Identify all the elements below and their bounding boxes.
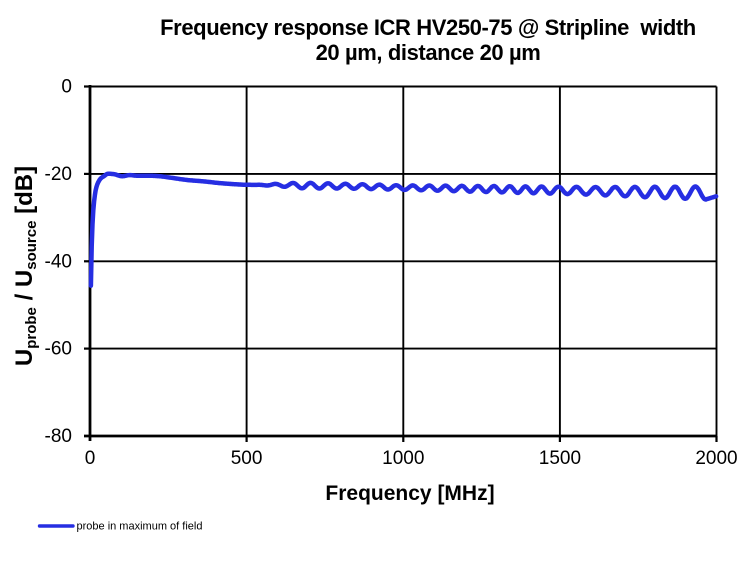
svg-text:0: 0 — [61, 77, 72, 98]
svg-text:2000: 2000 — [695, 448, 737, 469]
svg-text:0: 0 — [85, 448, 96, 469]
svg-text:1500: 1500 — [539, 448, 581, 469]
svg-text:Uprobe / Usource [dB]: Uprobe / Usource [dB] — [11, 166, 40, 366]
svg-text:-20: -20 — [45, 164, 72, 185]
svg-text:Frequency [MHz]: Frequency [MHz] — [325, 482, 494, 505]
svg-text:-80: -80 — [45, 426, 72, 447]
svg-text:-60: -60 — [45, 339, 72, 360]
svg-text:probe in maximum of field: probe in maximum of field — [77, 521, 203, 533]
svg-text:1000: 1000 — [382, 448, 424, 469]
svg-text:-40: -40 — [45, 251, 72, 272]
svg-text:500: 500 — [231, 448, 263, 469]
